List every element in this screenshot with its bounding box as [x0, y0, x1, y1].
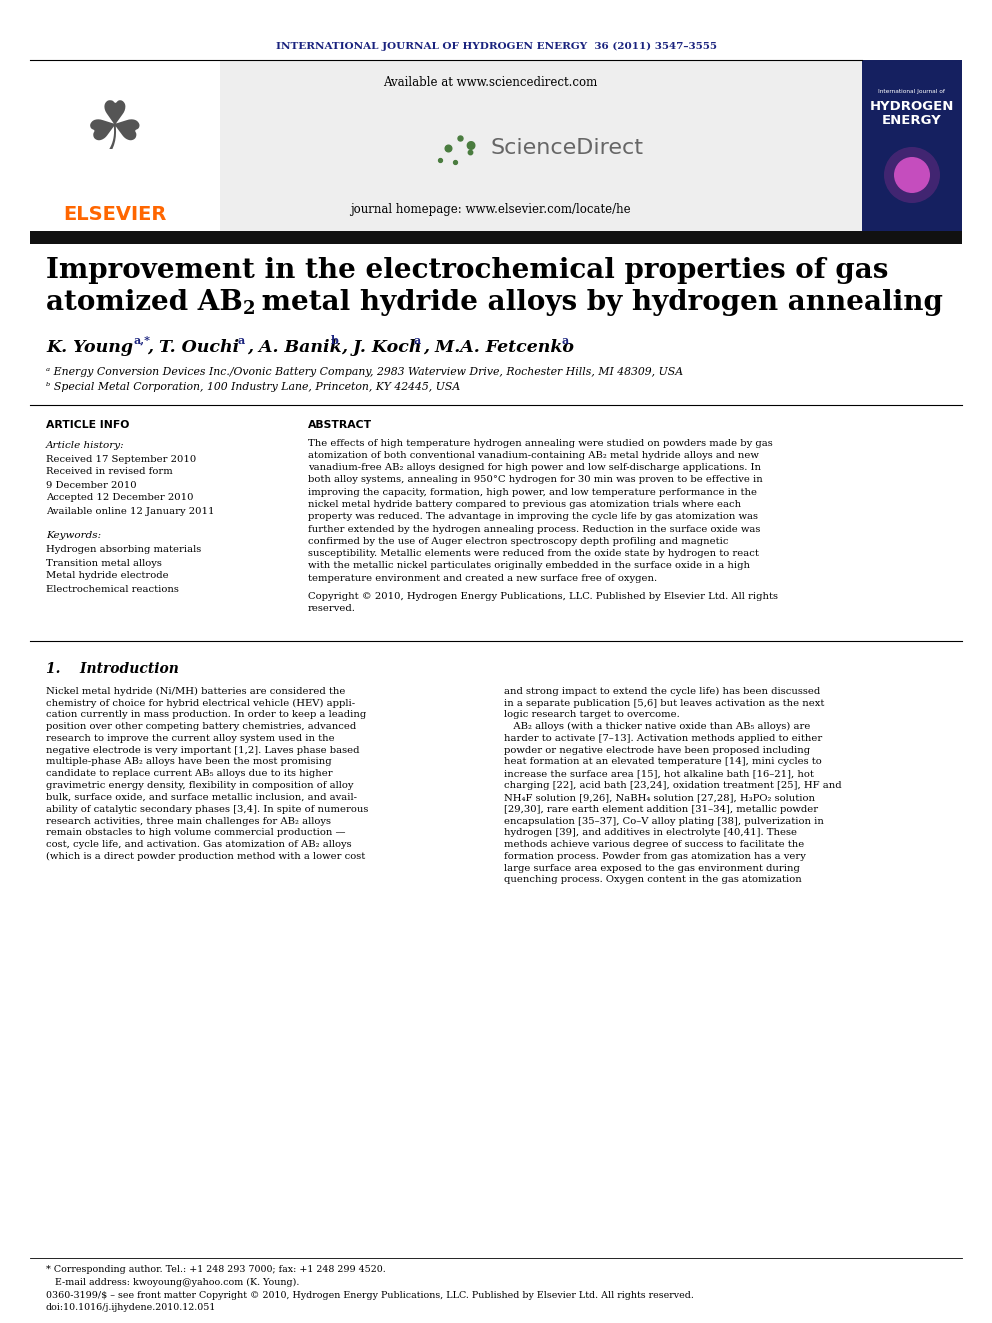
Text: with the metallic nickel particulates originally embedded in the surface oxide i: with the metallic nickel particulates or…: [308, 561, 750, 570]
Text: Received in revised form: Received in revised form: [46, 467, 173, 476]
Text: hydrogen [39], and additives in electrolyte [40,41]. These: hydrogen [39], and additives in electrol…: [504, 828, 797, 837]
Text: Transition metal alloys: Transition metal alloys: [46, 558, 162, 568]
Text: HYDROGEN: HYDROGEN: [870, 101, 954, 114]
Circle shape: [894, 157, 930, 193]
Text: , M.A. Fetcenko: , M.A. Fetcenko: [423, 339, 574, 356]
Text: K. Young: K. Young: [46, 339, 133, 356]
Text: Available at www.sciencedirect.com: Available at www.sciencedirect.com: [383, 75, 597, 89]
Text: a,*: a,*: [133, 335, 150, 345]
Text: susceptibility. Metallic elements were reduced from the oxide state by hydrogen : susceptibility. Metallic elements were r…: [308, 549, 759, 558]
Text: further extended by the hydrogen annealing process. Reduction in the surface oxi: further extended by the hydrogen anneali…: [308, 525, 761, 533]
Text: ᵃ Energy Conversion Devices Inc./Ovonic Battery Company, 2983 Waterview Drive, R: ᵃ Energy Conversion Devices Inc./Ovonic …: [46, 366, 683, 377]
Text: doi:10.1016/j.ijhydene.2010.12.051: doi:10.1016/j.ijhydene.2010.12.051: [46, 1303, 216, 1312]
Text: a: a: [562, 335, 569, 345]
Text: Available online 12 January 2011: Available online 12 January 2011: [46, 507, 214, 516]
Text: ABSTRACT: ABSTRACT: [308, 419, 372, 430]
Text: quenching process. Oxygen content in the gas atomization: quenching process. Oxygen content in the…: [504, 876, 802, 885]
Text: * Corresponding author. Tel.: +1 248 293 7000; fax: +1 248 299 4520.: * Corresponding author. Tel.: +1 248 293…: [46, 1266, 386, 1274]
Text: Electrochemical reactions: Electrochemical reactions: [46, 585, 179, 594]
Text: INTERNATIONAL JOURNAL OF HYDROGEN ENERGY  36 (2011) 3547–3555: INTERNATIONAL JOURNAL OF HYDROGEN ENERGY…: [276, 41, 716, 50]
Text: ELSEVIER: ELSEVIER: [63, 205, 167, 225]
Text: increase the surface area [15], hot alkaline bath [16–21], hot: increase the surface area [15], hot alka…: [504, 769, 813, 778]
Text: NH₄F solution [9,26], NaBH₄ solution [27,28], H₃PO₂ solution: NH₄F solution [9,26], NaBH₄ solution [27…: [504, 792, 815, 802]
Text: methods achieve various degree of success to facilitate the: methods achieve various degree of succes…: [504, 840, 805, 849]
Text: reserved.: reserved.: [308, 605, 356, 614]
Text: temperature environment and created a new surface free of oxygen.: temperature environment and created a ne…: [308, 574, 657, 583]
Text: Nickel metal hydride (Ni/MH) batteries are considered the: Nickel metal hydride (Ni/MH) batteries a…: [46, 687, 345, 696]
Text: improving the capacity, formation, high power, and low temperature performance i: improving the capacity, formation, high …: [308, 488, 757, 496]
Text: 9 December 2010: 9 December 2010: [46, 480, 137, 490]
Text: , J. Koch: , J. Koch: [341, 339, 422, 356]
Text: 2: 2: [243, 300, 256, 318]
Text: ENERGY: ENERGY: [882, 114, 941, 127]
Text: atomization of both conventional vanadium-containing AB₂ metal hydride alloys an: atomization of both conventional vanadiu…: [308, 451, 759, 460]
Text: ☘: ☘: [85, 97, 145, 163]
Text: Copyright © 2010, Hydrogen Energy Publications, LLC. Published by Elsevier Ltd. : Copyright © 2010, Hydrogen Energy Public…: [308, 593, 778, 601]
Text: ᵇ Special Metal Corporation, 100 Industry Lane, Princeton, KY 42445, USA: ᵇ Special Metal Corporation, 100 Industr…: [46, 382, 460, 392]
Text: Hydrogen absorbing materials: Hydrogen absorbing materials: [46, 545, 201, 554]
Text: formation process. Powder from gas atomization has a very: formation process. Powder from gas atomi…: [504, 852, 806, 861]
Text: confirmed by the use of Auger electron spectroscopy depth profiling and magnetic: confirmed by the use of Auger electron s…: [308, 537, 728, 546]
Text: chemistry of choice for hybrid electrical vehicle (HEV) appli-: chemistry of choice for hybrid electrica…: [46, 699, 355, 708]
Text: property was reduced. The advantage in improving the cycle life by gas atomizati: property was reduced. The advantage in i…: [308, 512, 758, 521]
Text: research activities, three main challenges for AB₂ alloys: research activities, three main challeng…: [46, 816, 331, 826]
Text: research to improve the current alloy system used in the: research to improve the current alloy sy…: [46, 734, 334, 744]
Text: harder to activate [7–13]. Activation methods applied to either: harder to activate [7–13]. Activation me…: [504, 734, 822, 744]
Text: 1.    Introduction: 1. Introduction: [46, 663, 179, 676]
Text: nickel metal hydride battery compared to previous gas atomization trials where e: nickel metal hydride battery compared to…: [308, 500, 741, 509]
Bar: [862, 60, 962, 232]
Text: charging [22], acid bath [23,24], oxidation treatment [25], HF and: charging [22], acid bath [23,24], oxidat…: [504, 781, 841, 790]
Text: large surface area exposed to the gas environment during: large surface area exposed to the gas en…: [504, 864, 800, 873]
Text: Received 17 September 2010: Received 17 September 2010: [46, 455, 196, 463]
Text: metal hydride alloys by hydrogen annealing: metal hydride alloys by hydrogen anneali…: [252, 290, 942, 316]
Text: encapsulation [35–37], Co–V alloy plating [38], pulverization in: encapsulation [35–37], Co–V alloy platin…: [504, 816, 824, 826]
Text: vanadium-free AB₂ alloys designed for high power and low self-discharge applicat: vanadium-free AB₂ alloys designed for hi…: [308, 463, 761, 472]
Text: negative electrode is very important [1,2]. Laves phase based: negative electrode is very important [1,…: [46, 746, 359, 754]
Text: ARTICLE INFO: ARTICLE INFO: [46, 419, 129, 430]
Text: multiple-phase AB₂ alloys have been the most promising: multiple-phase AB₂ alloys have been the …: [46, 758, 331, 766]
Text: Accepted 12 December 2010: Accepted 12 December 2010: [46, 493, 193, 503]
Text: both alloy systems, annealing in 950°C hydrogen for 30 min was proven to be effe: both alloy systems, annealing in 950°C h…: [308, 475, 763, 484]
Text: in a separate publication [5,6] but leaves activation as the next: in a separate publication [5,6] but leav…: [504, 699, 824, 708]
Text: gravimetric energy density, flexibility in composition of alloy: gravimetric energy density, flexibility …: [46, 781, 353, 790]
Text: position over other competing battery chemistries, advanced: position over other competing battery ch…: [46, 722, 356, 732]
Text: ability of catalytic secondary phases [3,4]. In spite of numerous: ability of catalytic secondary phases [3…: [46, 804, 368, 814]
Text: The effects of high temperature hydrogen annealing were studied on powders made : The effects of high temperature hydrogen…: [308, 438, 773, 447]
Text: b: b: [331, 335, 339, 345]
Text: Keywords:: Keywords:: [46, 532, 101, 541]
Text: International Journal of: International Journal of: [879, 90, 945, 94]
Text: journal homepage: www.elsevier.com/locate/he: journal homepage: www.elsevier.com/locat…: [350, 204, 630, 217]
Text: AB₂ alloys (with a thicker native oxide than AB₅ alloys) are: AB₂ alloys (with a thicker native oxide …: [504, 722, 810, 732]
Bar: [30, 60, 220, 232]
Text: atomized AB: atomized AB: [46, 290, 243, 316]
Text: , T. Ouchi: , T. Ouchi: [147, 339, 239, 356]
Text: E-mail address: kwoyoung@yahoo.com (K. Young).: E-mail address: kwoyoung@yahoo.com (K. Y…: [46, 1278, 300, 1286]
Text: , A. Banik: , A. Banik: [247, 339, 341, 356]
Text: a: a: [237, 335, 244, 345]
Text: heat formation at an elevated temperature [14], mini cycles to: heat formation at an elevated temperatur…: [504, 758, 821, 766]
Text: cation currently in mass production. In order to keep a leading: cation currently in mass production. In …: [46, 710, 366, 720]
Text: logic research target to overcome.: logic research target to overcome.: [504, 710, 680, 720]
Text: cost, cycle life, and activation. Gas atomization of AB₂ alloys: cost, cycle life, and activation. Gas at…: [46, 840, 351, 849]
Bar: [30, 60, 862, 232]
Text: candidate to replace current AB₅ alloys due to its higher: candidate to replace current AB₅ alloys …: [46, 769, 332, 778]
Text: powder or negative electrode have been proposed including: powder or negative electrode have been p…: [504, 746, 810, 754]
Bar: [30, 232, 962, 243]
Text: 0360-3199/$ – see front matter Copyright © 2010, Hydrogen Energy Publications, L: 0360-3199/$ – see front matter Copyright…: [46, 1291, 693, 1301]
Text: remain obstacles to high volume commercial production —: remain obstacles to high volume commerci…: [46, 828, 345, 837]
Text: a: a: [413, 335, 421, 345]
Circle shape: [884, 147, 940, 202]
Text: Article history:: Article history:: [46, 442, 125, 451]
Text: Metal hydride electrode: Metal hydride electrode: [46, 572, 169, 581]
Text: Improvement in the electrochemical properties of gas: Improvement in the electrochemical prope…: [46, 257, 889, 283]
Text: [29,30], rare earth element addition [31–34], metallic powder: [29,30], rare earth element addition [31…: [504, 804, 818, 814]
Text: ScienceDirect: ScienceDirect: [490, 138, 643, 157]
Text: (which is a direct powder production method with a lower cost: (which is a direct powder production met…: [46, 852, 365, 861]
Text: and strong impact to extend the cycle life) has been discussed: and strong impact to extend the cycle li…: [504, 687, 820, 696]
Text: bulk, surface oxide, and surface metallic inclusion, and avail-: bulk, surface oxide, and surface metalli…: [46, 792, 357, 802]
Text: •: •: [461, 134, 479, 163]
